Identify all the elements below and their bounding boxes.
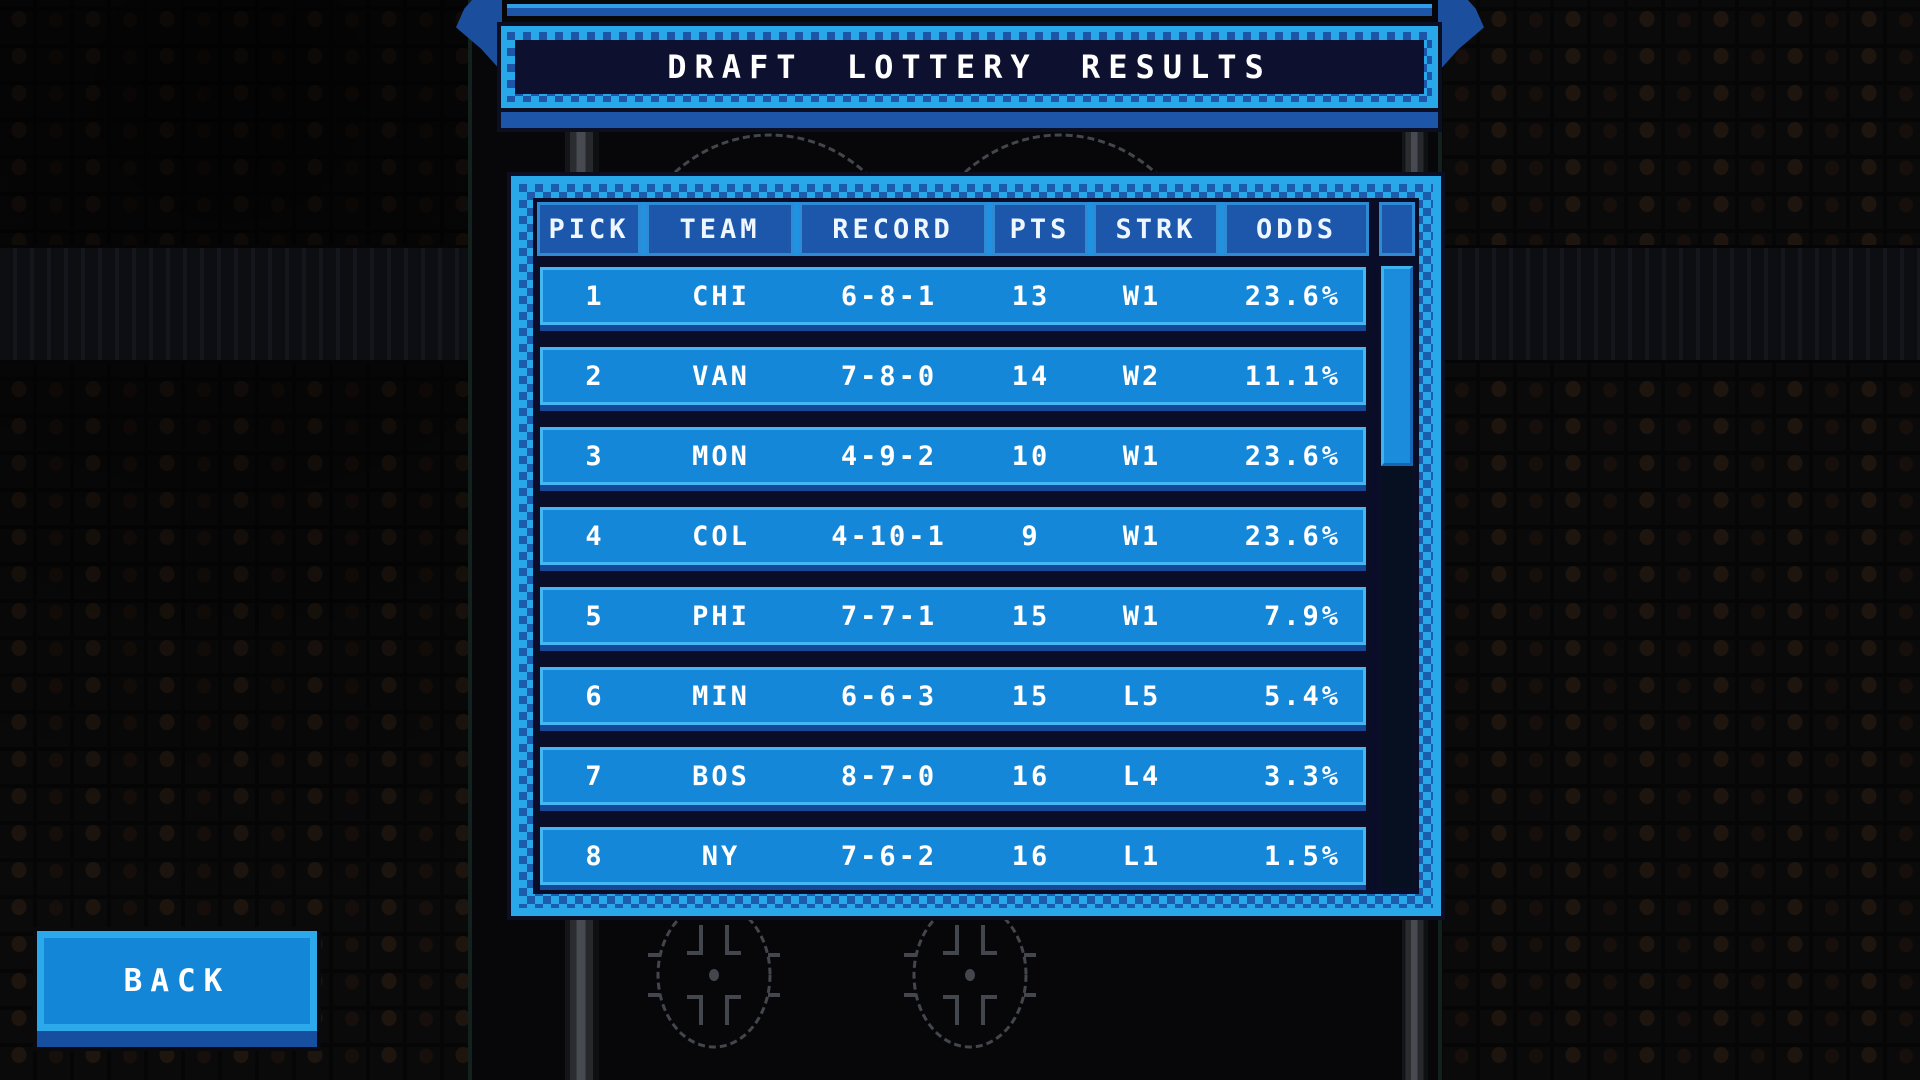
odds-cell: 7.9% [1263, 600, 1341, 632]
strk-cell: L4 [1122, 760, 1162, 792]
header-record: RECORD [799, 202, 987, 256]
table-row[interactable]: 6 MIN 6-6-3 15 L5 5.4% [537, 664, 1369, 734]
pick-cell: 3 [585, 440, 605, 472]
strk-cell: W1 [1122, 440, 1162, 472]
scrollbar [1379, 202, 1415, 890]
header-pick: PICK [537, 202, 641, 256]
pts-cell: 15 [1011, 600, 1051, 632]
table-row[interactable]: 4 COL 4-10-1 9 W1 23.6% [537, 504, 1369, 574]
pts-cell: 16 [1011, 760, 1051, 792]
table-rows-list: 1 CHI 6-8-1 13 W1 23.6% 2 VAN 7-8-0 14 W… [537, 264, 1369, 890]
team-cell: NY [701, 840, 741, 872]
table-row[interactable]: 8 NY 7-6-2 16 L1 1.5% [537, 824, 1369, 890]
pick-cell: 2 [585, 360, 605, 392]
header-odds: ODDS [1224, 202, 1369, 256]
odds-cell: 1.5% [1263, 840, 1341, 872]
pick-cell: 5 [585, 600, 605, 632]
table-row[interactable]: 2 VAN 7-8-0 14 W2 11.1% [537, 344, 1369, 414]
pick-cell: 7 [585, 760, 605, 792]
record-cell: 4-9-2 [840, 440, 938, 472]
strk-cell: L5 [1122, 680, 1162, 712]
strk-cell: L1 [1122, 840, 1162, 872]
odds-cell: 3.3% [1263, 760, 1341, 792]
record-cell: 6-8-1 [840, 280, 938, 312]
header-team: TEAM [646, 202, 794, 256]
title-sign: DRAFT LOTTERY RESULTS [497, 4, 1442, 132]
table-row[interactable]: 7 BOS 8-7-0 16 L4 3.3% [537, 744, 1369, 814]
sign-depth-edge [497, 112, 1442, 132]
sign-top-band [507, 4, 1432, 16]
strk-cell: W1 [1122, 520, 1162, 552]
odds-cell: 23.6% [1244, 280, 1341, 312]
results-panel: PICK TEAM RECORD PTS STRK ODDS 1 CHI 6-8… [507, 172, 1445, 920]
scrollbar-thumb[interactable] [1381, 266, 1413, 466]
record-cell: 4-10-1 [831, 520, 947, 552]
team-cell: CHI [692, 280, 750, 312]
record-cell: 6-6-3 [840, 680, 938, 712]
table-row[interactable]: 3 MON 4-9-2 10 W1 23.6% [537, 424, 1369, 494]
pts-cell: 13 [1011, 280, 1051, 312]
pick-cell: 4 [585, 520, 605, 552]
strk-cell: W1 [1122, 600, 1162, 632]
record-cell: 7-6-2 [840, 840, 938, 872]
odds-cell: 23.6% [1244, 440, 1341, 472]
team-cell: VAN [692, 360, 750, 392]
odds-cell: 23.6% [1244, 520, 1341, 552]
odds-cell: 11.1% [1244, 360, 1341, 392]
header-pts: PTS [992, 202, 1088, 256]
team-cell: BOS [692, 760, 750, 792]
pick-cell: 6 [585, 680, 605, 712]
record-cell: 7-7-1 [840, 600, 938, 632]
pick-cell: 1 [585, 280, 605, 312]
pts-cell: 14 [1011, 360, 1051, 392]
pick-cell: 8 [585, 840, 605, 872]
strk-cell: W1 [1122, 280, 1162, 312]
table-header-row: PICK TEAM RECORD PTS STRK ODDS [537, 202, 1369, 256]
pts-cell: 16 [1011, 840, 1051, 872]
back-button-label: BACK [123, 963, 231, 999]
record-cell: 8-7-0 [840, 760, 938, 792]
team-cell: PHI [692, 600, 750, 632]
page-title: DRAFT LOTTERY RESULTS [667, 48, 1272, 86]
team-cell: MON [692, 440, 750, 472]
record-cell: 7-8-0 [840, 360, 938, 392]
team-cell: COL [692, 520, 750, 552]
team-cell: MIN [692, 680, 750, 712]
table-row[interactable]: 1 CHI 6-8-1 13 W1 23.6% [537, 264, 1369, 334]
scrollbar-header-block [1379, 202, 1415, 256]
back-button[interactable]: BACK [33, 927, 321, 1051]
scrollbar-track[interactable] [1379, 264, 1415, 890]
pts-cell: 9 [1021, 520, 1041, 552]
pts-cell: 15 [1011, 680, 1051, 712]
header-strk: STRK [1093, 202, 1219, 256]
pts-cell: 10 [1011, 440, 1051, 472]
sign-frame: DRAFT LOTTERY RESULTS [497, 22, 1442, 112]
strk-cell: W2 [1122, 360, 1162, 392]
table-row[interactable]: 5 PHI 7-7-1 15 W1 7.9% [537, 584, 1369, 654]
odds-cell: 5.4% [1263, 680, 1341, 712]
